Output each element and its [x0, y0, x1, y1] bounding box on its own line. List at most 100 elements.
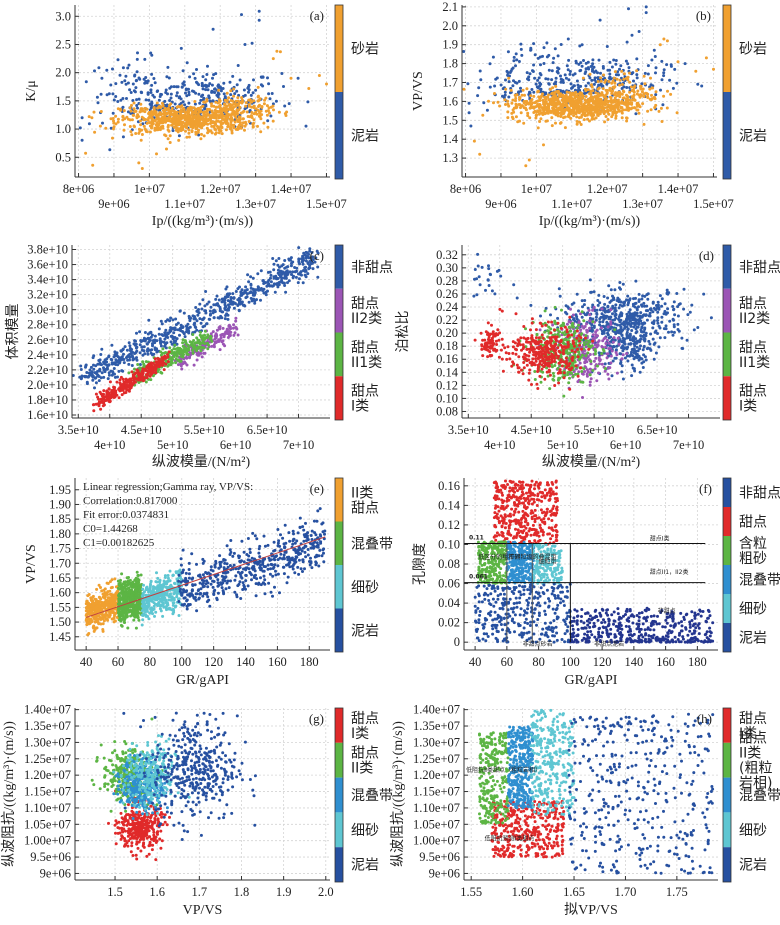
data-point-非甜点 — [254, 288, 258, 292]
data-point-非甜点 — [96, 369, 100, 373]
y-tick-label: 2.1 — [442, 0, 458, 14]
data-point-泥岩 — [507, 80, 511, 84]
data-point-砂岩 — [148, 121, 152, 125]
data-point-砂岩 — [537, 112, 541, 116]
legend-label: 砂岩 — [351, 42, 379, 58]
data-point-泥岩 — [78, 126, 82, 130]
legend-label: 非甜点 — [351, 260, 393, 276]
data-point-泥岩 — [466, 82, 470, 86]
data-point-泥岩 — [121, 105, 125, 109]
data-point-非甜点 — [649, 332, 653, 336]
data-point-非甜点 — [613, 356, 617, 360]
x-tick-label: 1.4e+07 — [658, 182, 699, 196]
data-point-砂岩 — [181, 126, 185, 130]
data-point-非甜点 — [612, 344, 616, 348]
data-point-甜点II1类 — [141, 360, 145, 364]
data-point-砂岩 — [625, 119, 629, 123]
data-point-砂岩 — [168, 134, 172, 138]
data-point-甜点I类 — [147, 368, 151, 372]
data-point-泥岩 — [168, 99, 172, 102]
data-point-砂岩 — [272, 108, 275, 112]
data-point-非甜点 — [159, 344, 163, 348]
data-point-非甜点 — [247, 300, 251, 304]
data-point-泥岩 — [131, 82, 135, 86]
data-point-砂岩 — [588, 72, 592, 76]
data-point-泥岩 — [211, 27, 215, 31]
data-point-非甜点 — [619, 362, 622, 365]
data-point-砂岩 — [518, 95, 521, 99]
data-point-泥岩 — [201, 87, 205, 91]
data-point-泥岩 — [182, 80, 186, 84]
data-point-泥岩 — [652, 48, 656, 52]
data-point-砂岩 — [185, 135, 189, 139]
data-point-砂岩 — [552, 111, 556, 115]
data-point-砂岩 — [122, 109, 126, 113]
data-point-非甜点 — [289, 256, 293, 260]
data-point-砂岩 — [183, 110, 186, 114]
data-point-非甜点 — [573, 319, 577, 323]
data-point-甜点II2类 — [215, 328, 219, 332]
data-point-甜点I类 — [121, 383, 125, 386]
data-point-砂岩 — [87, 115, 91, 119]
data-point-泥岩 — [99, 92, 103, 96]
data-point-非甜点 — [286, 272, 290, 276]
legend-label: II2类 — [351, 311, 382, 327]
data-point-泥岩 — [546, 77, 550, 81]
data-point-泥岩 — [579, 68, 583, 72]
data-point-非甜点 — [125, 348, 129, 352]
data-point-泥岩 — [570, 86, 573, 90]
data-point-泥岩 — [662, 74, 666, 78]
data-point-砂岩 — [99, 110, 103, 113]
data-point-砂岩 — [625, 116, 628, 120]
data-point-非甜点 — [472, 294, 476, 298]
data-point-非甜点 — [611, 312, 614, 316]
data-point-砂岩 — [266, 125, 270, 129]
data-point-砂岩 — [606, 118, 610, 121]
data-point-非甜点 — [478, 283, 482, 287]
data-point-甜点II1类 — [177, 358, 181, 362]
data-point-砂岩 — [214, 122, 218, 126]
data-point-泥岩 — [247, 90, 250, 94]
data-point-砂岩 — [231, 99, 235, 103]
data-point-非甜点 — [276, 277, 280, 280]
data-point-非甜点 — [194, 306, 198, 309]
data-point-泥岩 — [210, 83, 214, 87]
data-point-砂岩 — [91, 163, 95, 167]
data-point-砂岩 — [190, 106, 194, 110]
data-point-砂岩 — [575, 122, 579, 126]
data-point-泥岩 — [80, 138, 84, 142]
data-point-砂岩 — [585, 99, 589, 103]
data-point-泥岩 — [586, 81, 590, 85]
data-point-泥岩 — [580, 64, 584, 68]
data-point-非甜点 — [614, 313, 618, 317]
data-point-非甜点 — [625, 312, 629, 316]
data-point-泥岩 — [584, 84, 588, 88]
data-point-泥岩 — [257, 9, 261, 13]
chart-panel-a: 8e+069e+061e+071.1e+071.2e+071.3e+071.4e… — [24, 4, 379, 229]
data-point-甜点I类 — [160, 356, 164, 360]
data-point-砂岩 — [174, 122, 178, 126]
data-point-非甜点 — [135, 358, 139, 362]
data-point-泥岩 — [625, 86, 629, 89]
data-point-甜点I类 — [150, 364, 154, 368]
data-point-泥岩 — [243, 43, 247, 46]
data-point-非甜点 — [634, 355, 638, 359]
data-point-泥岩 — [111, 92, 115, 96]
data-point-泥岩 — [119, 98, 123, 102]
data-point-甜点II2类 — [610, 349, 614, 353]
data-point-砂岩 — [521, 88, 525, 92]
data-point-砂岩 — [217, 98, 221, 102]
data-point-泥岩 — [148, 102, 152, 106]
data-point-非甜点 — [138, 363, 142, 366]
data-point-砂岩 — [175, 111, 179, 115]
data-point-砂岩 — [226, 114, 230, 118]
data-point-非甜点 — [641, 348, 645, 352]
data-point-非甜点 — [678, 302, 682, 306]
data-point-砂岩 — [538, 99, 542, 102]
data-point-砂岩 — [223, 103, 227, 107]
data-point-泥岩 — [517, 79, 521, 83]
data-point-非甜点 — [640, 297, 644, 301]
data-point-甜点II2类 — [221, 333, 225, 337]
data-point-甜点II2类 — [217, 326, 221, 330]
data-point-非甜点 — [611, 304, 615, 308]
